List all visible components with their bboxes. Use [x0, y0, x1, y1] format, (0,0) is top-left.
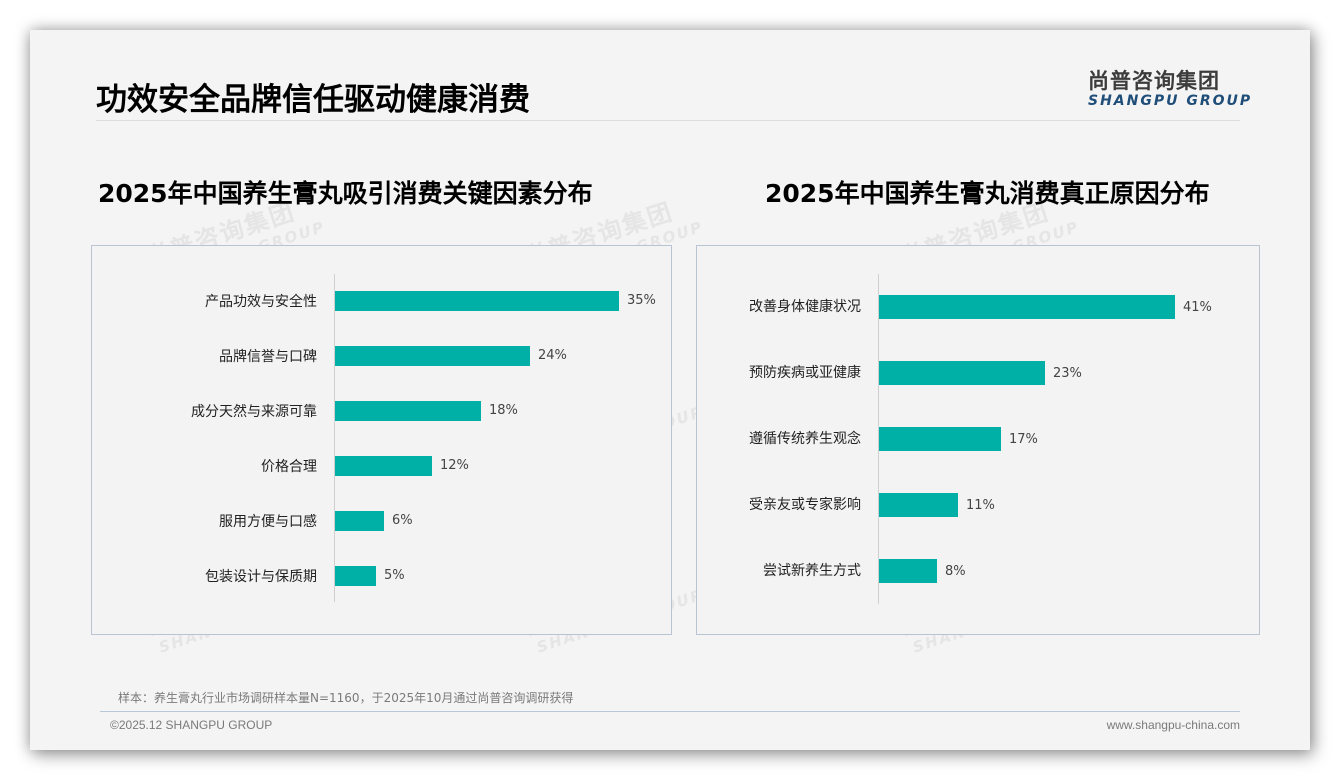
bar-label: 包装设计与保质期: [205, 569, 317, 585]
bar-label: 遵循传统养生观念: [749, 431, 861, 447]
bar-value: 23%: [1053, 366, 1082, 381]
bar: [879, 295, 1175, 319]
logo-en-text: SHANGPU GROUP: [1088, 93, 1253, 109]
bar-value: 41%: [1183, 300, 1212, 315]
bar: [335, 511, 384, 531]
bar-label: 产品功效与安全性: [205, 294, 317, 310]
bar-label: 成分天然与来源可靠: [191, 404, 317, 420]
bar: [335, 291, 619, 311]
copyright-text: ©2025.12 SHANGPU GROUP: [110, 718, 273, 732]
bar-value: 6%: [392, 513, 413, 528]
bar-label: 改善身体健康状况: [749, 299, 861, 315]
bar: [335, 456, 432, 476]
bar-value: 17%: [1009, 432, 1038, 447]
bar-value: 24%: [538, 348, 567, 363]
bar-label: 预防疾病或亚健康: [749, 365, 861, 381]
left-chart-panel: 产品功效与安全性 35% 品牌信誉与口碑 24% 成分天然与来源可靠 18% 价…: [91, 245, 672, 635]
footer-divider: [100, 711, 1240, 712]
bar-label: 价格合理: [261, 459, 317, 475]
website-link[interactable]: www.shangpu-china.com: [1106, 718, 1240, 732]
bar-label: 受亲友或专家影响: [749, 497, 861, 513]
company-logo: 尚普咨询集团 SHANGPU GROUP: [1088, 65, 1253, 109]
right-chart-panel: 改善身体健康状况 41% 预防疾病或亚健康 23% 遵循传统养生观念 17% 受…: [696, 245, 1260, 635]
bar-label: 品牌信誉与口碑: [219, 349, 317, 365]
bar: [879, 361, 1045, 385]
right-chart-axis: [878, 274, 879, 604]
bar: [879, 427, 1001, 451]
bar: [879, 493, 958, 517]
bar-value: 12%: [440, 458, 469, 473]
bar: [335, 566, 376, 586]
slide: 功效安全品牌信任驱动健康消费 尚普咨询集团 SHANGPU GROUP 尚普咨询…: [30, 30, 1310, 750]
page-title: 功效安全品牌信任驱动健康消费: [96, 82, 530, 118]
bar-label: 服用方便与口感: [219, 514, 317, 530]
sample-note: 样本：养生膏丸行业市场调研样本量N=1160，于2025年10月通过尚普咨询调研…: [118, 691, 574, 705]
bar-value: 8%: [945, 564, 966, 579]
right-chart-title: 2025年中国养生膏丸消费真正原因分布: [765, 179, 1210, 208]
bar: [879, 559, 937, 583]
bar-value: 18%: [489, 403, 518, 418]
logo-cn-text: 尚普咨询集团: [1088, 69, 1220, 93]
left-chart-axis: [334, 274, 335, 602]
left-chart-title: 2025年中国养生膏丸吸引消费关键因素分布: [98, 179, 593, 208]
bar-value: 35%: [627, 293, 656, 308]
bar-label: 尝试新养生方式: [763, 563, 861, 579]
bar: [335, 346, 530, 366]
bar-value: 5%: [384, 568, 405, 583]
bar-value: 11%: [966, 498, 995, 513]
bar: [335, 401, 481, 421]
title-divider: [96, 120, 1240, 121]
